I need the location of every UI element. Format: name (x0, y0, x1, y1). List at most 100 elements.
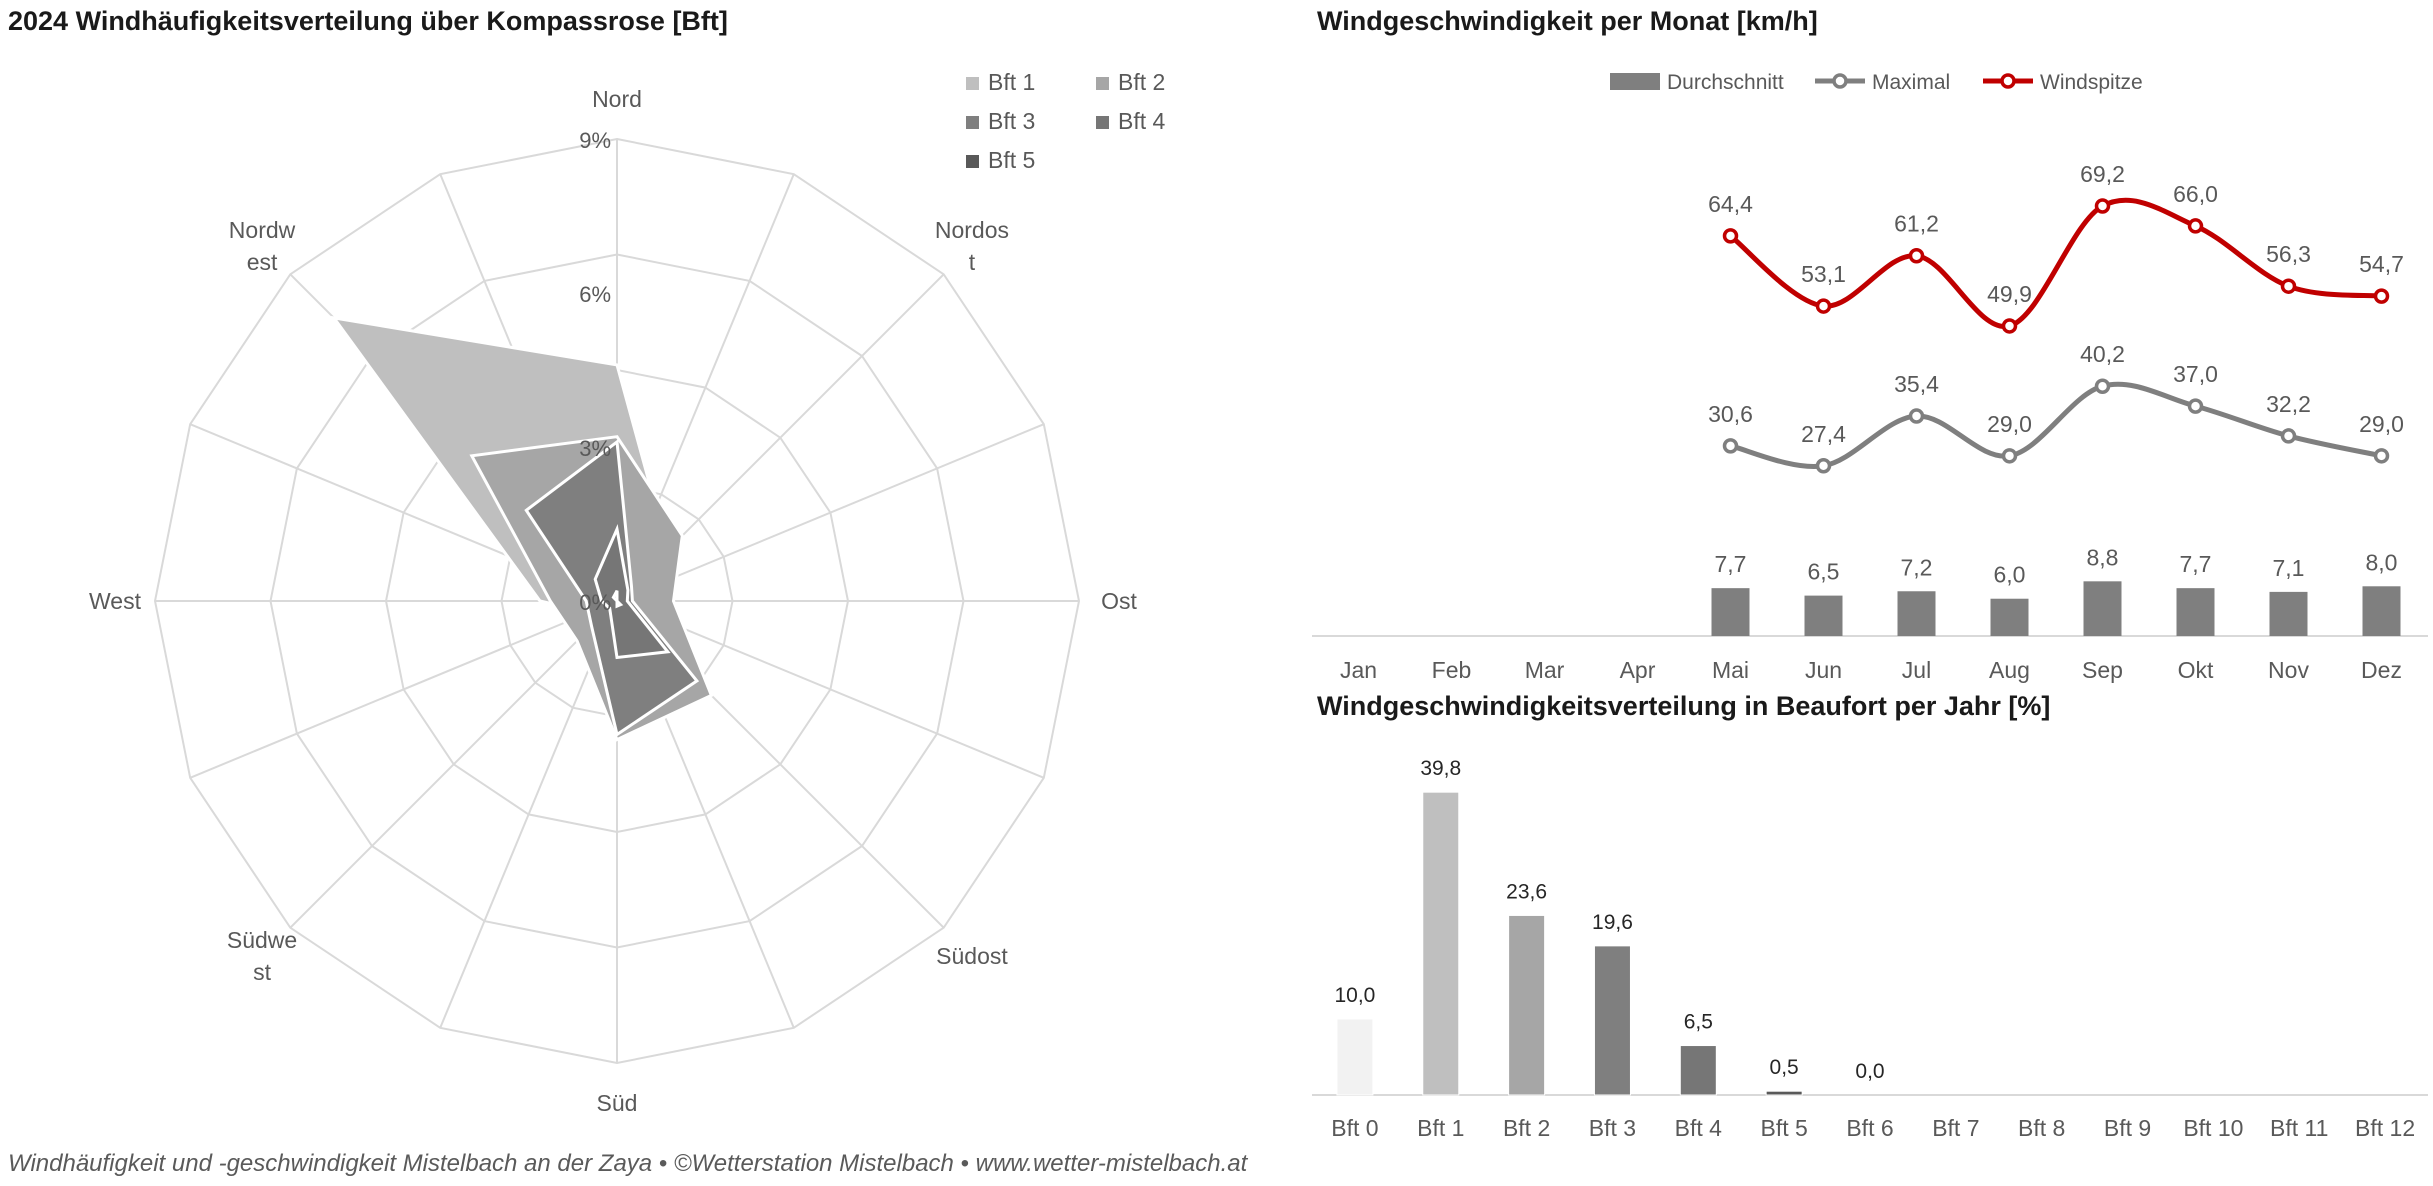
monthly-point-windspitze (2001, 318, 2018, 334)
monthly-bar (1897, 591, 1936, 636)
legend-label-durchschnitt: Durchschnitt (1667, 71, 1784, 94)
legend-label-bft-2: Bft 2 (1118, 69, 1165, 95)
radar-series-bft-5 (611, 589, 624, 609)
monthly-category-label: Jan (1340, 657, 1377, 683)
legend-label-windspitze: Windspitze (2040, 71, 2143, 94)
monthly-point-label: 56,3 (2266, 241, 2311, 267)
monthly-bar-label: 7,2 (1901, 554, 1933, 580)
beaufort-category-label: Bft 10 (2183, 1115, 2243, 1141)
monthly-point-label: 29,0 (2359, 411, 2404, 437)
monthly-point-maximal (1908, 408, 1925, 424)
beaufort-category-label: Bft 11 (2270, 1115, 2328, 1141)
monthly-bar-label: 8,8 (2087, 544, 2119, 570)
monthly-point-label: 37,0 (2173, 361, 2218, 387)
monthly-point-windspitze (2373, 288, 2390, 304)
radar-direction-label: Ost (1101, 588, 1137, 614)
monthly-point-maximal (2001, 448, 2018, 464)
radar-direction-label: West (89, 588, 142, 614)
monthly-point-label: 32,2 (2266, 391, 2311, 417)
legend-label-bft-3: Bft 3 (988, 108, 1035, 134)
monthly-category-label: Jun (1805, 657, 1842, 683)
monthly-point-label: 69,2 (2080, 161, 2125, 187)
radar-direction-label: Nord (592, 86, 642, 112)
beaufort-category-label: Bft 0 (1331, 1115, 1378, 1141)
legend-label-bft-4: Bft 4 (1118, 108, 1166, 134)
monthly-point-windspitze (2187, 218, 2204, 234)
monthly-bar (2269, 591, 2308, 636)
monthly-bar-label: 6,5 (1808, 559, 1840, 585)
wind-rose-radar-chart: 0% 3% 6% 9% Nord Nordos t Ost Südost Süd Südwe st We… (89, 69, 1166, 1116)
radar-direction-label: Nordos t (935, 217, 1009, 275)
monthly-category-label: Nov (2268, 657, 2309, 683)
monthly-point-maximal (2094, 378, 2111, 394)
beaufort-bar-label: 6,5 (1684, 1011, 1713, 1034)
monthly-point-label: 53,1 (1801, 261, 1846, 287)
beaufort-bar (1679, 1045, 1717, 1096)
footer-credits: Windhäufigkeit und -geschwindigkeit Mist… (8, 1150, 1248, 1177)
radar-direction-label-line: Nordos (935, 217, 1009, 243)
beaufort-category-label: Bft 7 (1932, 1115, 1979, 1141)
legend-swatch-bft-3 (966, 116, 979, 129)
monthly-point-windspitze (1908, 247, 1925, 264)
monthly-bar (2083, 581, 2122, 636)
legend-label-bft-5: Bft 5 (988, 147, 1035, 173)
beaufort-bar-label: 39,8 (1420, 757, 1461, 780)
monthly-point-maximal (1815, 458, 1832, 474)
monthly-category-label: Mar (1525, 657, 1565, 683)
legend-swatch-bft-2 (1096, 77, 1109, 90)
beaufort-category-label: Bft 6 (1846, 1115, 1893, 1141)
legend-swatch-durchschnitt (1610, 73, 1660, 90)
radar-direction-label-line: Südwe (227, 927, 297, 953)
beaufort-bar (1508, 914, 1546, 1096)
monthly-point-label: 30,6 (1708, 401, 1753, 427)
radar-direction-label-line: Nordw (229, 217, 296, 243)
monthly-bar (1990, 598, 2029, 636)
monthly-category-label: Jul (1902, 657, 1931, 683)
monthly-point-windspitze (1722, 228, 1739, 244)
radar-tick-label: 6% (579, 282, 611, 307)
monthly-point-maximal (1722, 438, 1739, 454)
legend-swatch-bft-5 (966, 155, 979, 168)
beaufort-bar-label: 23,6 (1506, 880, 1547, 903)
radar-direction-label-line: West (89, 588, 142, 614)
monthly-point-label: 35,4 (1894, 371, 1939, 397)
beaufort-bar (1765, 1090, 1803, 1096)
monthly-bar-label: 7,7 (2180, 551, 2212, 577)
legend-label-bft-1: Bft 1 (988, 69, 1035, 95)
radar-spoke (616, 600, 1045, 779)
monthly-bar (2176, 588, 2215, 636)
monthly-speed-chart-title: Windgeschwindigkeit per Monat [km/h] (1317, 6, 1818, 36)
legend-swatch-bft-4 (1096, 116, 1109, 129)
radar-direction-label-line: Süd (597, 1090, 638, 1116)
monthly-point-label: 61,2 (1894, 211, 1939, 237)
radar-direction-label: Südwe st (227, 927, 297, 985)
monthly-category-label: Sep (2082, 657, 2123, 683)
monthly-point-windspitze (2094, 198, 2111, 214)
beaufort-category-label: Bft 8 (2018, 1115, 2065, 1141)
monthly-bar (1711, 588, 1750, 636)
monthly-bar (2362, 586, 2401, 636)
radar-spoke (189, 600, 618, 779)
radar-direction-label-line: t (969, 249, 976, 275)
beaufort-bar-label: 19,6 (1592, 911, 1633, 934)
radar-direction-label: Süd (597, 1090, 638, 1116)
radar-direction-label-line: st (253, 959, 272, 985)
beaufort-bar (1422, 791, 1460, 1096)
monthly-point-label: 40,2 (2080, 341, 2125, 367)
radar-direction-label: Nordw est (229, 217, 296, 275)
monthly-category-label: Feb (1432, 657, 1472, 683)
radar-series-bft-4 (593, 523, 671, 660)
radar-direction-label: Südost (936, 943, 1008, 969)
radar-spoke (289, 600, 618, 929)
beaufort-category-label: Bft 9 (2104, 1115, 2151, 1141)
beaufort-category-label: Bft 4 (1675, 1115, 1723, 1141)
monthly-category-label: Okt (2178, 657, 2214, 683)
beaufort-bar-label: 10,0 (1334, 984, 1375, 1007)
legend-swatch-marker-maximal (1832, 73, 1848, 89)
monthly-point-windspitze (2280, 278, 2297, 294)
radar-spoke (616, 423, 1045, 602)
radar-tick-label: 0% (579, 590, 611, 615)
monthly-point-maximal (2187, 398, 2204, 414)
monthly-point-label: 27,4 (1801, 421, 1846, 447)
